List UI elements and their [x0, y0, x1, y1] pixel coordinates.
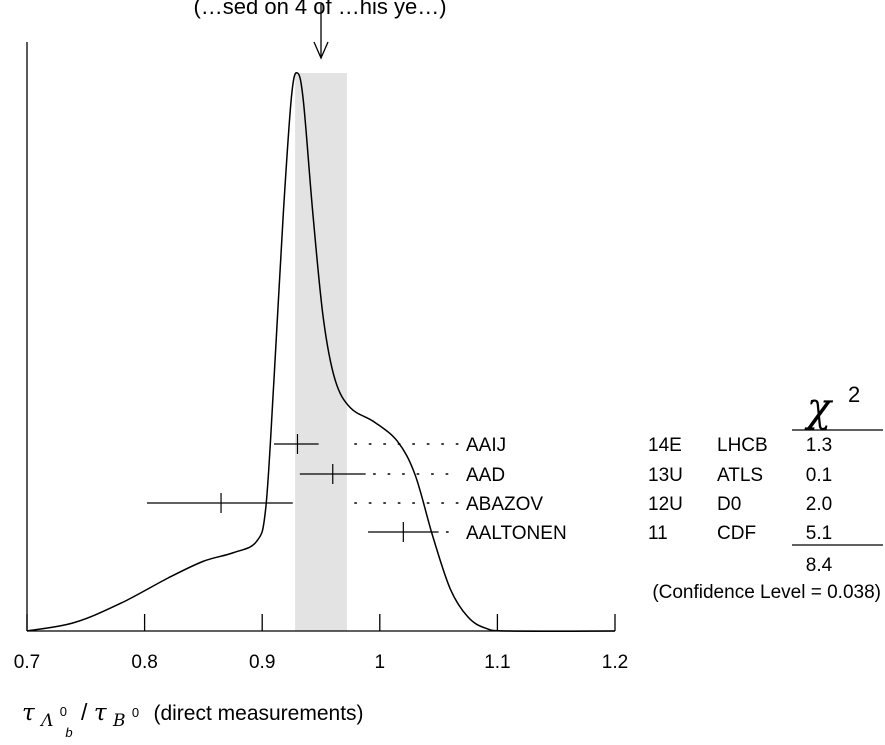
experiment-label: LHCB: [717, 435, 768, 456]
author-label: AAD: [466, 465, 505, 486]
x-axis-label-text: (direct measurements): [153, 702, 363, 725]
chi2-value: 0.1: [806, 465, 832, 486]
x-tick-label: 1.1: [484, 652, 510, 673]
chi2-value: 2.0: [806, 494, 832, 515]
x-axis-lambda-sup: 0: [60, 704, 67, 719]
experiment-label: ATLS: [717, 465, 763, 486]
author-label: AAIJ: [466, 435, 506, 456]
chi2-exponent: 2: [848, 382, 860, 407]
chi2-value: 5.1: [806, 523, 832, 544]
average-arrow-head: [313, 41, 329, 60]
x-axis-b: B: [112, 711, 126, 731]
measurement-row: AALTONEN 11 CDF 5.1: [368, 522, 832, 544]
plot-area: 0.7 0.8 0.9 1 1.1 1.2: [14, 4, 628, 673]
ideogram-curve: [26, 71, 616, 632]
x-tick-label: 0.9: [249, 652, 275, 673]
average-band: [295, 73, 347, 631]
x-tick-label: 1: [375, 652, 386, 673]
x-axis-lambda: Λ: [39, 711, 53, 731]
x-axis-lambda-sub: b: [65, 725, 72, 740]
x-axis-tau-1: τ: [22, 700, 36, 726]
x-axis-tau-2: τ: [94, 700, 108, 726]
x-axis-title: τ Λ 0 b / τ B 0 (direct measurements): [22, 695, 364, 742]
year-label: 13U: [648, 465, 683, 486]
author-label: AALTONEN: [466, 523, 567, 544]
x-tick-label: 0.7: [14, 652, 40, 673]
author-label: ABAZOV: [466, 494, 543, 515]
year-label: 12U: [648, 494, 683, 515]
confidence-level: (Confidence Level = 0.038): [652, 582, 881, 603]
measurement-row: AAIJ 14E LHCB 1.3: [273, 434, 832, 456]
x-tick-label: 0.8: [131, 652, 157, 673]
x-axis-b-sup: 0: [132, 705, 139, 720]
chi2-value: 1.3: [806, 435, 832, 456]
chart-header: (…sed on 4 of …his ye…): [193, 0, 446, 19]
chi2-symbol: χ: [804, 385, 834, 431]
measurement-table: AAIJ 14E LHCB 1.3 AAD 13U ATLS 0.1 ABAZOV 12U D0 2.…: [146, 434, 832, 544]
measurement-row: AAD 13U ATLS 0.1: [299, 464, 832, 486]
experiment-label: CDF: [717, 523, 756, 544]
year-label: 14E: [648, 435, 682, 456]
x-tick-label: 1.2: [602, 652, 628, 673]
experiment-label: D0: [717, 494, 741, 515]
year-label: 11: [648, 523, 668, 544]
x-axis-slash: /: [81, 699, 88, 725]
measurement-row: ABAZOV 12U D0 2.0: [146, 493, 832, 515]
chi2-total: 8.4: [806, 555, 833, 576]
